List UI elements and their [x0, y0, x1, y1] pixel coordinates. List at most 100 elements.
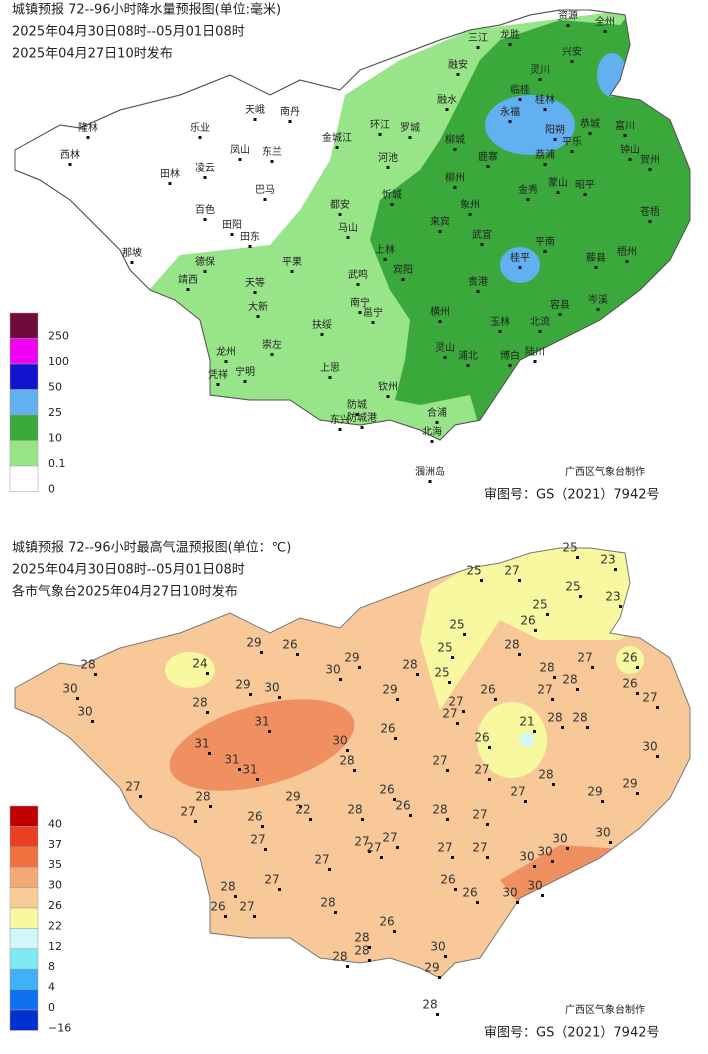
temperature-label: 27 — [239, 900, 254, 914]
station-dot — [583, 193, 587, 196]
legend-label: 35 — [48, 858, 62, 871]
header-issued: 2025年04月27日10时发布 — [12, 46, 173, 62]
header-issued: 各市气象台2025年04月27日10时发布 — [12, 584, 238, 600]
temperature-label: 30 — [430, 940, 445, 954]
station-dot — [518, 653, 521, 656]
legend-label: 30 — [48, 879, 62, 892]
station-dot — [243, 380, 247, 383]
place-name: 上思 — [320, 362, 340, 374]
station-dot — [480, 243, 484, 246]
station-dot — [238, 158, 242, 161]
place-name: 北流 — [530, 315, 550, 328]
station-dot — [256, 315, 260, 318]
station-dot — [445, 108, 449, 111]
legend-swatch — [9, 338, 39, 365]
temperature-label: 28 — [80, 658, 95, 672]
place-name: 南丹 — [280, 105, 300, 118]
station-dot — [508, 364, 512, 367]
legend-label: 25 — [48, 406, 62, 419]
place-name: 南宁 — [350, 296, 370, 309]
station-dot — [628, 158, 632, 161]
station-dot — [468, 213, 472, 216]
station-dot — [533, 730, 536, 733]
station-dot — [444, 955, 447, 958]
temperature-label: 27 — [577, 651, 592, 665]
temperature-label: 28 — [354, 944, 369, 958]
place-name: 环江 — [370, 119, 390, 131]
place-name: 柳州 — [445, 171, 465, 184]
temperature-label: 27 — [642, 691, 657, 705]
place-name: 天等 — [245, 276, 265, 289]
legend-label: 10 — [48, 432, 62, 445]
station-dot — [371, 321, 375, 324]
legend-label: 0 — [48, 1001, 55, 1014]
temperature-label: 25 — [466, 564, 481, 578]
temperature-label: 28 — [572, 711, 587, 725]
legend-swatch — [9, 414, 39, 441]
station-dot — [288, 120, 292, 123]
temperature-label: 23 — [605, 590, 620, 604]
station-dot — [356, 283, 360, 286]
temperature-label: 31 — [242, 763, 257, 777]
temperature-label: 28 — [547, 711, 562, 725]
place-name: 田林 — [160, 167, 180, 180]
temperature-label: 28 — [320, 896, 335, 910]
station-dot — [358, 311, 362, 314]
station-dot — [533, 865, 536, 868]
temperature-label: 29 — [246, 636, 261, 650]
place-name: 西林 — [60, 148, 80, 161]
station-dot — [94, 673, 97, 676]
station-dot — [386, 166, 390, 169]
station-dot — [435, 421, 439, 424]
place-name: 靖西 — [178, 273, 198, 286]
temperature-label: 22 — [295, 803, 310, 817]
temperature-label: 25 — [434, 666, 449, 680]
temperature-label: 27 — [448, 695, 463, 709]
rain-map — [14, 9, 691, 441]
station-dot — [328, 376, 332, 379]
station-dot — [368, 850, 371, 853]
station-dot — [168, 182, 172, 185]
station-dot — [486, 856, 489, 859]
place-name: 岑溪 — [588, 294, 608, 306]
temperature-label: 27 — [125, 780, 140, 794]
temperature-label: 27 — [314, 853, 329, 867]
station-dot — [278, 888, 281, 891]
place-name: 忻城 — [382, 188, 402, 201]
place-name: 扶绥 — [312, 318, 332, 331]
station-dot — [453, 186, 457, 189]
temperature-label: 31 — [194, 737, 209, 751]
temperature-label: 28 — [422, 998, 437, 1012]
legend-swatch — [9, 826, 39, 848]
legend-swatch — [9, 465, 39, 492]
station-dot — [436, 1013, 439, 1016]
place-name: 来宾 — [430, 215, 450, 228]
temperature-label: 29 — [344, 651, 359, 665]
station-dot — [378, 133, 382, 136]
temperature-label: 27 — [504, 564, 519, 578]
place-name: 灵川 — [530, 64, 550, 76]
legend-swatch — [9, 948, 39, 970]
station-dot — [546, 613, 549, 616]
station-dot — [234, 895, 237, 898]
station-dot — [553, 138, 557, 141]
station-dot — [261, 825, 264, 828]
station-dot — [396, 846, 399, 849]
station-dot — [462, 710, 465, 713]
place-name: 贺州 — [640, 154, 660, 166]
temperature-label: 26 — [380, 722, 395, 736]
place-name: 田阳 — [222, 219, 242, 231]
station-dot — [206, 672, 209, 675]
station-dot — [263, 198, 267, 201]
legend-label: 4 — [48, 981, 55, 994]
place-name: 融水 — [437, 94, 457, 106]
place-name: 武宣 — [472, 228, 492, 241]
station-dot — [576, 688, 579, 691]
temperature-label: 30 — [332, 734, 347, 748]
station-dot — [570, 150, 574, 153]
place-name: 上林 — [375, 243, 395, 256]
temperature-label: 26 — [379, 783, 394, 797]
station-dot — [208, 752, 211, 755]
temperature-label: 30 — [325, 663, 340, 677]
